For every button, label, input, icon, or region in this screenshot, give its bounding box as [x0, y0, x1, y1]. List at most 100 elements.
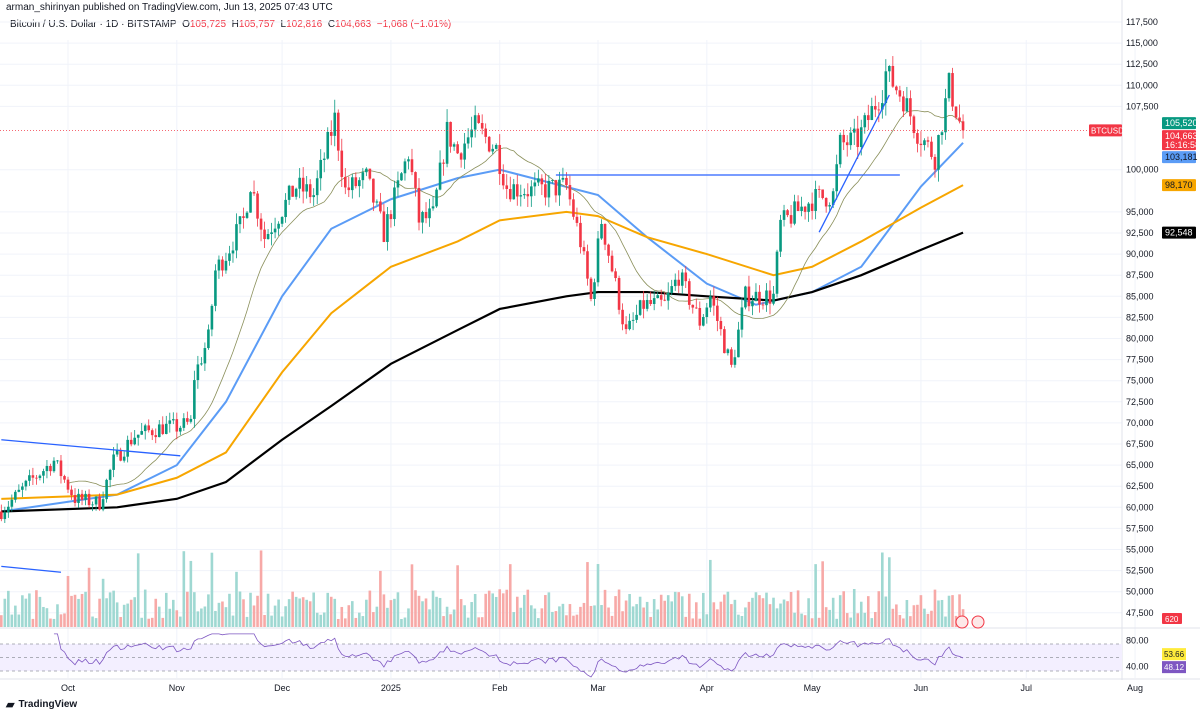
candle: [28, 469, 31, 486]
candle: [649, 291, 652, 306]
volume-bar: [101, 578, 105, 627]
footer-brand[interactable]: ▰ TradingView: [6, 698, 77, 711]
volume-bar: [164, 592, 168, 627]
candle: [926, 136, 930, 148]
candle-body: [66, 479, 70, 490]
candle-body: [365, 168, 368, 173]
candle: [501, 164, 505, 190]
price-label-bg: [1162, 130, 1196, 151]
volume-bar: [150, 617, 154, 627]
candle-body: [705, 307, 709, 318]
candle-body: [817, 189, 821, 190]
sma-20-line: [67, 110, 964, 487]
volume-bar: [909, 616, 912, 627]
candle: [842, 129, 846, 151]
candle-body: [747, 286, 751, 307]
candle: [526, 183, 530, 207]
candle: [937, 134, 940, 182]
candle-body: [881, 103, 884, 110]
candle: [530, 180, 533, 207]
y-tick-label: 95,000: [1126, 207, 1154, 217]
volume-bar: [470, 602, 473, 627]
candle-body: [733, 357, 737, 365]
volume-bar: [519, 607, 523, 627]
candle-body: [684, 272, 688, 282]
candle-body: [154, 435, 158, 438]
candle-body: [105, 479, 108, 500]
candle: [273, 217, 277, 239]
candle-body: [849, 132, 853, 146]
candle-body: [712, 296, 716, 306]
candle: [684, 266, 688, 289]
volume-bar: [91, 616, 94, 627]
candle-body: [228, 253, 231, 261]
candle-body: [136, 434, 140, 438]
candle-body: [656, 295, 659, 299]
candle: [888, 65, 891, 82]
candle-body: [677, 279, 681, 286]
candle: [835, 154, 838, 200]
candle-body: [512, 184, 516, 200]
volume-bar: [361, 616, 365, 627]
volume-bar: [512, 612, 516, 627]
volume-bar: [565, 615, 568, 627]
volume-bar: [691, 618, 695, 627]
volume-bar: [716, 609, 719, 627]
candle: [358, 177, 361, 198]
candle: [298, 168, 301, 199]
candle-body: [565, 177, 568, 186]
candle-body: [670, 286, 674, 293]
volume-bar: [572, 615, 575, 627]
candle-body: [284, 199, 287, 218]
candle: [214, 264, 217, 312]
candle: [172, 412, 175, 425]
close-label: C: [327, 19, 336, 30]
volume-bar: [933, 589, 937, 627]
candle-body: [463, 143, 466, 160]
y-tick-label: 107,500: [1126, 101, 1159, 111]
price-label-bg: [1162, 151, 1196, 164]
candle: [659, 289, 663, 307]
rsi-ma-label-bg: [1162, 648, 1186, 661]
candle: [705, 302, 709, 324]
candle-body: [526, 194, 530, 197]
symbol-title[interactable]: Bitcoin / U.S. Dollar · 1D · BITSTAMP: [10, 19, 177, 30]
candle-body: [505, 185, 509, 190]
volume-bar: [403, 617, 407, 627]
candle: [958, 104, 961, 124]
candle-body: [407, 159, 410, 162]
candle-body: [466, 137, 470, 144]
volume-bar: [494, 596, 498, 627]
volume-bar: [842, 591, 846, 627]
candle-body: [835, 164, 838, 192]
high-value: 105,757: [238, 19, 275, 30]
volume-bar: [31, 618, 35, 627]
candle: [733, 349, 737, 368]
candle-body: [375, 201, 379, 203]
candle-body: [793, 201, 796, 224]
candle-body: [200, 363, 203, 365]
y-tick-label: 82,500: [1126, 312, 1154, 322]
volume-bar: [291, 591, 294, 627]
candle: [164, 415, 168, 435]
candle: [407, 156, 410, 170]
candle: [558, 171, 561, 206]
volume-bar: [484, 593, 487, 627]
candle-body: [14, 491, 17, 500]
candle-body: [329, 131, 333, 136]
y-tick-label: 50,000: [1126, 587, 1154, 597]
candle-body: [659, 295, 663, 300]
candle: [196, 355, 200, 389]
y-tick-label: 60,000: [1126, 502, 1154, 512]
candle: [765, 283, 768, 312]
volume-bar: [733, 599, 737, 627]
volume-bar: [442, 616, 445, 627]
candle-body: [547, 180, 551, 198]
candle: [930, 136, 933, 160]
candle: [245, 210, 249, 219]
candle-body: [484, 128, 487, 137]
candle: [758, 285, 761, 313]
candle: [603, 223, 607, 251]
candle-body: [926, 140, 930, 142]
